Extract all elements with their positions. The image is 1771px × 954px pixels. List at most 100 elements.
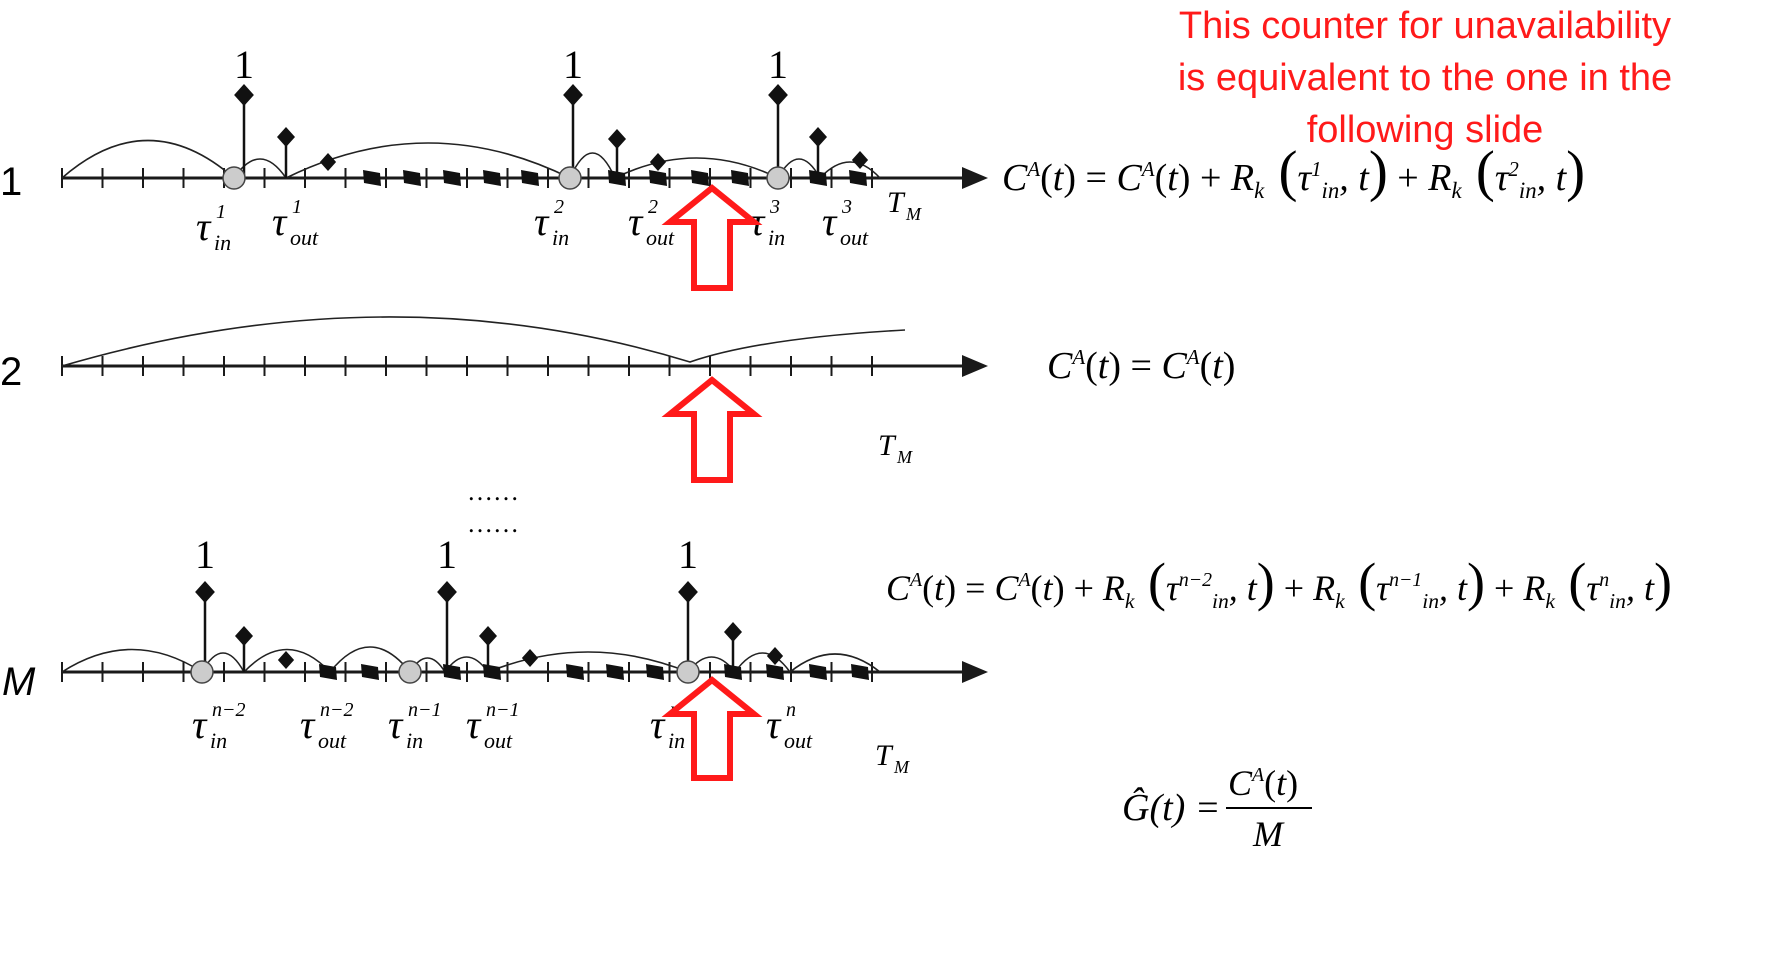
row1-tau-in-3-sub: in	[768, 225, 785, 250]
rowM-tau-in-2-sub: in	[406, 728, 423, 753]
rowM-ground-6	[646, 664, 664, 680]
rowM-out-2-marker	[479, 626, 497, 646]
row1-out-1-marker	[277, 127, 295, 147]
annotation-line-3: following slide	[1306, 109, 1544, 151]
rowM-tau-in-2-symbol: τ	[388, 702, 404, 747]
rowM-tau-in-2-sup: n−1	[408, 699, 442, 721]
row1-ground-8	[731, 170, 749, 186]
row1-time-arrow	[661, 184, 763, 291]
row1-out-2-marker	[608, 129, 626, 149]
rowM-spike-1-marker	[195, 581, 215, 603]
rowM-arc-0	[61, 648, 203, 673]
row1-equation: CA(t) = CA(t) + Rk (τ1in, t) + Rk (τ2in,…	[1002, 140, 1585, 203]
rowM-ground-5	[606, 664, 624, 680]
rowM-marker-a	[277, 651, 295, 669]
row1-out-3-marker	[809, 127, 827, 147]
rowM-ground-7	[724, 664, 742, 680]
row1-spike-2-marker	[563, 84, 583, 106]
rowM-arc-8	[734, 652, 791, 673]
rowM-ground-3	[483, 664, 501, 680]
ellipsis-1: ……	[467, 477, 519, 506]
rowM-equation: CA(t) = CA(t) + Rk (τn−2in, t) + Rk (τn−…	[886, 552, 1672, 613]
row1-ground-4	[521, 170, 539, 186]
row1-tau-out-1-sup: 1	[292, 196, 302, 218]
rowM-spike-1-label: 1	[195, 532, 215, 577]
row1-ground-2	[443, 170, 461, 186]
row1-tau-out-3-sub: out	[840, 225, 869, 250]
rowM-tau-out-3-sup: n	[786, 699, 796, 721]
rowM-node-in-3	[676, 660, 700, 684]
rowM-marker-b	[521, 649, 539, 667]
rowM-arc-9	[789, 653, 881, 673]
row1-tau-in-1-sup: 1	[216, 201, 226, 223]
row2-axis-arrowhead	[962, 355, 988, 377]
rowM-spike-3-label: 1	[678, 532, 698, 577]
annotation-line-1: This counter for unavailability	[1178, 5, 1672, 47]
rowM-tau-in-1-sup: n−2	[212, 699, 246, 721]
row1-tau-out-1-sub: out	[290, 225, 319, 250]
row1-ground-3	[483, 170, 501, 186]
rowM-ground-0	[319, 664, 337, 680]
rowM-tau-out-3-symbol: τ	[766, 702, 782, 747]
row1-marker-b	[649, 153, 667, 171]
rowM-ground-1	[361, 664, 379, 680]
row1-spike-3-marker	[768, 84, 788, 106]
row1-arc-6	[819, 161, 881, 179]
rowM-arc-6	[487, 651, 689, 673]
rowM-tau-out-2-sub: out	[484, 728, 513, 753]
row2-axis-end-M: M	[896, 447, 913, 467]
row1-ground-1	[403, 170, 421, 186]
row1-tau-out-2-symbol: τ	[628, 199, 644, 244]
rowM-spike-2-label: 1	[437, 532, 457, 577]
row1-axis-end-M: M	[905, 204, 922, 224]
rowM-tau-in-3-symbol: τ	[650, 702, 666, 747]
rowM-tau-out-3-sub: out	[784, 728, 813, 753]
rowM-axis-arrowhead	[962, 661, 988, 683]
rowM-out-3-marker	[724, 622, 742, 642]
row1-ground-6	[649, 170, 667, 186]
row1-tau-in-1-symbol: τ	[196, 204, 212, 249]
row1-spike-1-marker	[234, 84, 254, 106]
row1-tau-in-1-sub: in	[214, 230, 231, 255]
rowM-tau-out-2-symbol: τ	[466, 702, 482, 747]
row1-tau-in-2-sup: 2	[554, 196, 564, 218]
rowM-ground-2	[443, 664, 461, 680]
row1-tau-in-3-sup: 3	[769, 196, 780, 218]
rowM-axis-end-T: T	[875, 739, 894, 772]
row2-time-arrow	[661, 376, 763, 483]
rowM-time-arrow	[661, 676, 763, 781]
estimator-lhs: Ĝ(t) =	[1122, 787, 1220, 829]
rowM-tau-out-2-sup: n−1	[486, 699, 520, 721]
rowM-ground-10	[851, 664, 869, 680]
rowM-tau-in-3-sub: in	[668, 728, 685, 753]
row1-spike-3-label: 1	[768, 42, 788, 87]
row1-ground-0	[363, 170, 381, 186]
row1-tau-out-3-symbol: τ	[822, 199, 838, 244]
row1-ground-5	[608, 170, 626, 186]
estimator-denominator: M	[1252, 814, 1285, 854]
annotation-line-2: is equivalent to the one in the	[1177, 57, 1673, 99]
rowM-tau-out-1-sup: n−2	[320, 699, 354, 721]
row-label-M: M	[2, 660, 36, 704]
row2-equation: CA(t) = CA(t)	[1047, 345, 1235, 387]
rowM-axis-end-M: M	[893, 757, 910, 777]
row1-tau-out-3-sup: 3	[841, 196, 852, 218]
row1-tau-in-2-sub: in	[552, 225, 569, 250]
row1-axis-end-T: T	[887, 186, 906, 219]
row1-node-in-3	[766, 166, 790, 190]
row-label-2: 2	[0, 350, 23, 394]
row2-axis-end-T: T	[878, 429, 897, 462]
rowM-node-in-2	[398, 660, 422, 684]
rowM-ground-9	[809, 664, 827, 680]
row1-node-in-2	[558, 166, 582, 190]
row1-ground-7	[691, 170, 709, 186]
row1-arc-0	[61, 139, 235, 179]
rowM-ground-4	[566, 664, 584, 680]
rowM-spike-3-marker	[678, 581, 698, 603]
rowM-tau-in-1-symbol: τ	[192, 702, 208, 747]
rowM-tau-out-1-symbol: τ	[300, 702, 316, 747]
row1-ground-9	[809, 170, 827, 186]
rowM-ground-8	[766, 664, 784, 680]
